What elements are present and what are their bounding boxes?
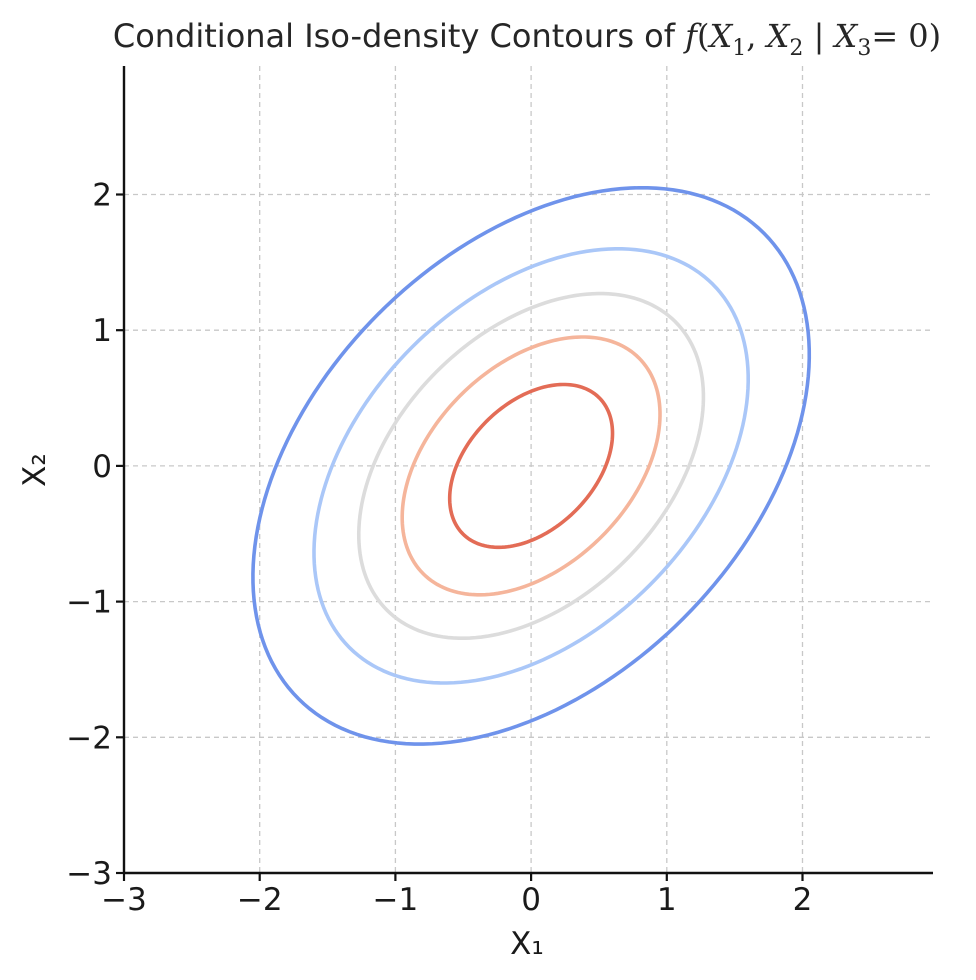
chart-title-eq: = 0)	[871, 17, 941, 55]
y-tick-label: 0	[92, 449, 112, 485]
contour-level-5	[251, 185, 812, 746]
contour-level-3	[356, 291, 706, 641]
chart-title-bar: |	[814, 17, 825, 55]
chart-title-x1: X	[707, 17, 734, 55]
y-tick-label: −1	[66, 585, 112, 621]
y-tick-label: −3	[66, 856, 112, 892]
contour-layer	[251, 185, 812, 746]
chart-title-x2-sub: 2	[789, 36, 803, 61]
contour-level-1	[447, 382, 615, 550]
y-tick-label: −2	[66, 720, 112, 756]
chart-title-x3-sub: 3	[857, 36, 871, 61]
chart-title-x3: X	[832, 17, 859, 55]
contour-level-4	[312, 246, 751, 685]
chart-title-x2: X	[764, 17, 791, 55]
x-tick-label: 2	[793, 882, 813, 918]
axes-layer	[116, 66, 933, 881]
chart-title: Conditional Iso-density Contours of f(X1…	[113, 17, 941, 61]
x-tick-label: −3	[101, 882, 147, 918]
x-tick-label: −1	[373, 882, 419, 918]
tick-labels: −3 −2 −1 0 1 2 −3 −2 −1 0 1 2	[66, 178, 812, 919]
x-tick-label: 1	[657, 882, 677, 918]
y-axis-label: X₂	[17, 453, 53, 487]
y-tick-label: 2	[92, 178, 112, 214]
x-tick-label: −2	[237, 882, 283, 918]
chart-title-x1-sub: 1	[732, 36, 746, 61]
chart-title-prefix: Conditional Iso-density Contours of	[113, 17, 685, 55]
contour-level-2	[400, 335, 662, 597]
grid-layer	[124, 66, 933, 873]
x-tick-label: 0	[521, 882, 541, 918]
x-axis-label: X₁	[510, 926, 544, 962]
y-tick-label: 1	[92, 313, 112, 349]
